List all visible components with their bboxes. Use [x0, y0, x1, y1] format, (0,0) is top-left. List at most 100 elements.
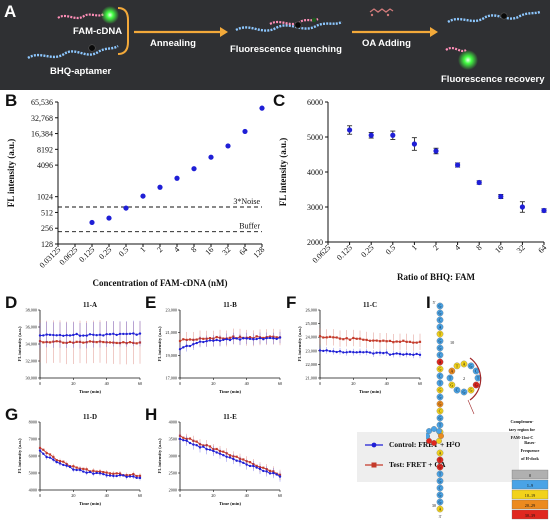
series-point [245, 337, 248, 340]
b-xtick-label: 0.25 [97, 245, 113, 261]
b-point [123, 205, 129, 211]
series-point [82, 470, 85, 473]
xtick-label: 60 [138, 381, 142, 386]
series-point [115, 341, 118, 345]
base-letter: G [438, 303, 441, 308]
base-letter: G [438, 499, 441, 504]
label-fluorescence-quenching: Fluorescence quenching [230, 44, 342, 55]
c-point [347, 127, 353, 133]
series-point [108, 341, 112, 344]
series-point [48, 341, 52, 344]
series-point [362, 351, 365, 354]
series-point [45, 451, 48, 455]
y-label: FL intensity (a.u.) [157, 326, 162, 361]
series-point [322, 349, 325, 353]
series-point [325, 349, 328, 352]
base-circle [436, 449, 444, 457]
series-point [128, 474, 132, 477]
annotation-line: Complemen- [510, 419, 534, 424]
series-point [412, 341, 415, 344]
base-letter: G [438, 492, 441, 497]
series-point [265, 336, 268, 340]
series-point [255, 335, 258, 338]
series-point [48, 456, 52, 459]
ytick-label: 2000 [169, 488, 177, 493]
series-point [65, 464, 68, 467]
series-point [222, 454, 225, 457]
loop-base-letter: T [477, 375, 480, 380]
series-point [208, 445, 212, 448]
series-point [208, 448, 212, 451]
xtick-label: 0 [179, 381, 181, 386]
side-loop-base [426, 433, 430, 439]
series-point [62, 460, 65, 463]
series-point [48, 453, 52, 456]
loop-base-letter: G [469, 388, 472, 393]
c-ytick-label: 5000 [307, 133, 323, 142]
series-point [55, 460, 58, 464]
b-point [225, 143, 231, 149]
base-circle [436, 351, 444, 359]
recovered-quencher [500, 12, 508, 20]
series-point [58, 462, 62, 465]
series-point [42, 334, 45, 337]
series-point [195, 341, 198, 345]
series-point [272, 337, 275, 340]
series-point [52, 458, 55, 461]
series-point [352, 351, 355, 354]
series-point [228, 336, 232, 339]
series-point [342, 351, 345, 354]
base-circle [436, 379, 444, 387]
series-point [65, 334, 68, 337]
series-point [382, 339, 385, 342]
series-point [232, 337, 235, 340]
series-point [272, 471, 275, 475]
c-point [433, 148, 439, 154]
series-point [395, 340, 398, 343]
b-xtick-label: 4 [172, 245, 181, 254]
freq-legend-title: Frequence [521, 448, 540, 453]
b-ytick-label: 1024 [37, 193, 53, 202]
series-point [52, 333, 55, 337]
bracket [117, 7, 129, 55]
side-loop-base [435, 437, 442, 444]
fam-cdna-strand [57, 13, 105, 20]
series-point [345, 351, 348, 354]
base-letter: G [438, 310, 441, 315]
duplex-pink [269, 17, 319, 26]
quencher-dot [294, 21, 302, 29]
label-fluorescence-recovery: Fluorescence recovery [441, 74, 545, 85]
panel-letter-e: E [145, 293, 157, 312]
loop-base-letter: G [469, 363, 472, 368]
loop-base [453, 386, 461, 394]
series-point [262, 336, 265, 340]
five-prime-end: 5' [433, 300, 436, 305]
c-point [390, 132, 396, 138]
b-ytick-label: 32,768 [31, 114, 53, 123]
chart-g: 11-D 4000 5000 6000 7000 8000 0 20 40 60 Time (min… [17, 413, 142, 506]
side-loop-base [426, 437, 433, 444]
base-letter: A [438, 450, 441, 455]
series-point [92, 333, 95, 336]
c-point [455, 162, 461, 168]
series-point [115, 474, 118, 478]
series-point [338, 350, 342, 353]
loop-index: 2 [463, 376, 465, 381]
series-point [75, 466, 78, 469]
legend-control-marker [365, 442, 383, 447]
c-xtick-label: 16 [493, 243, 505, 255]
series-point [332, 350, 335, 353]
series-point [202, 337, 205, 340]
series-point [222, 337, 225, 340]
loop-base-letter: T [449, 375, 452, 380]
ytick-label: 34,000 [25, 342, 37, 348]
released-cdna [445, 46, 467, 53]
b-point [174, 175, 180, 181]
loop-base-letter: G [475, 382, 478, 387]
series-point [72, 465, 75, 468]
side-loop-base [431, 426, 437, 432]
series-point [235, 459, 238, 462]
series-point [278, 475, 282, 478]
series-line [39, 450, 141, 479]
c-point [519, 204, 525, 210]
